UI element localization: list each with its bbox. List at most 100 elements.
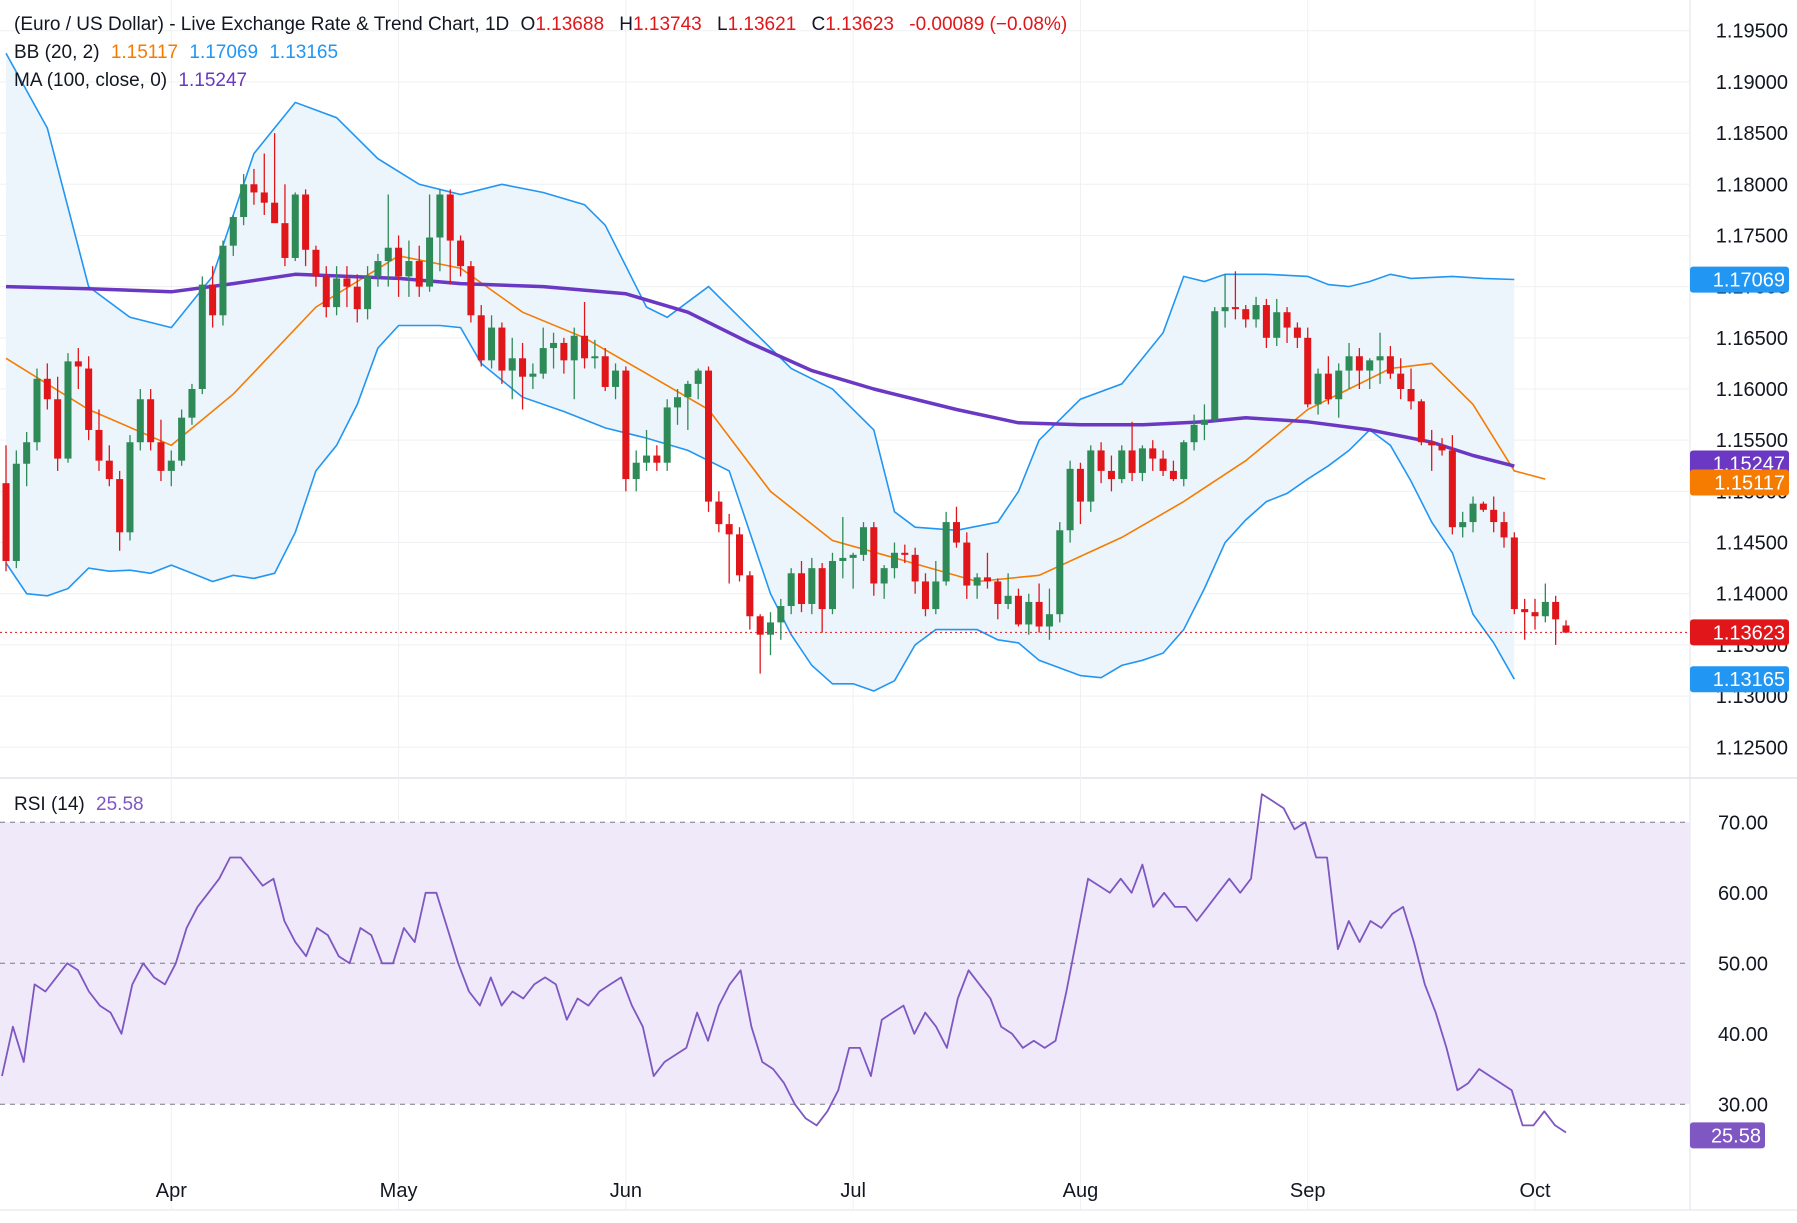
candle-body[interactable]: [715, 501, 723, 525]
candle-body[interactable]: [198, 284, 206, 389]
candle-body[interactable]: [1014, 595, 1022, 625]
candle-body[interactable]: [1159, 458, 1167, 471]
candle-body[interactable]: [994, 581, 1002, 604]
bollinger-lower-line[interactable]: [5, 324, 1515, 692]
rsi-line[interactable]: [1, 793, 1567, 1134]
candle-body[interactable]: [1314, 373, 1322, 405]
candle-body[interactable]: [839, 557, 847, 561]
candle-body[interactable]: [126, 442, 134, 533]
candle-body[interactable]: [746, 575, 754, 617]
bb-legend[interactable]: BB (20, 2) 1.15117 1.17069 1.13165: [14, 42, 344, 64]
candle-body[interactable]: [735, 534, 744, 576]
candle-body[interactable]: [508, 358, 516, 371]
candle-body[interactable]: [756, 616, 764, 635]
candle-body[interactable]: [85, 368, 93, 430]
candle-body[interactable]: [570, 335, 578, 361]
candle-body[interactable]: [1490, 509, 1498, 523]
candle-body[interactable]: [446, 194, 454, 241]
candle-body[interactable]: [1283, 312, 1291, 328]
candle-body[interactable]: [488, 327, 496, 361]
candle-body[interactable]: [343, 278, 351, 287]
candle-body[interactable]: [581, 335, 589, 359]
candle-body[interactable]: [1479, 503, 1487, 510]
candle-body[interactable]: [1366, 360, 1374, 371]
candle-body[interactable]: [1438, 445, 1446, 451]
candle-body[interactable]: [1355, 356, 1363, 371]
candle-body[interactable]: [1025, 601, 1033, 625]
candle-body[interactable]: [54, 399, 62, 459]
candle-body[interactable]: [167, 460, 175, 471]
candle-body[interactable]: [157, 442, 165, 471]
ma100-line[interactable]: [5, 272, 1515, 468]
candle-body[interactable]: [963, 542, 971, 586]
candle-body[interactable]: [643, 455, 651, 463]
rsi-legend[interactable]: RSI (14) 25.58: [14, 794, 150, 816]
candle-body[interactable]: [116, 479, 124, 533]
candle-body[interactable]: [271, 202, 279, 224]
candle-body[interactable]: [1211, 311, 1219, 420]
candle-body[interactable]: [1417, 401, 1425, 443]
candle-body[interactable]: [436, 194, 444, 238]
candle-body[interactable]: [395, 247, 403, 277]
candle-body[interactable]: [1531, 612, 1539, 617]
candle-body[interactable]: [901, 552, 909, 555]
candle-body[interactable]: [1386, 356, 1394, 374]
candle-body[interactable]: [498, 327, 506, 371]
candle-body[interactable]: [1252, 305, 1260, 320]
candle-body[interactable]: [973, 577, 981, 586]
candle-body[interactable]: [1521, 609, 1529, 613]
candle-body[interactable]: [787, 573, 795, 607]
candle-body[interactable]: [777, 606, 785, 623]
candle-body[interactable]: [684, 383, 692, 398]
candle-body[interactable]: [1128, 450, 1136, 473]
candle-body[interactable]: [1273, 312, 1281, 338]
candle-body[interactable]: [911, 554, 919, 582]
candle-body[interactable]: [1293, 327, 1301, 338]
candle-body[interactable]: [1118, 450, 1126, 480]
ma-legend[interactable]: MA (100, close, 0) 1.15247: [14, 70, 253, 92]
candle-body[interactable]: [281, 223, 289, 258]
candle-body[interactable]: [457, 240, 465, 267]
candle-body[interactable]: [302, 194, 310, 250]
candle-body[interactable]: [291, 194, 299, 258]
candle-body[interactable]: [209, 284, 217, 316]
candle-body[interactable]: [942, 522, 950, 582]
candle-body[interactable]: [1407, 389, 1415, 402]
candle-body[interactable]: [560, 342, 568, 361]
price-axis[interactable]: 1.125001.130001.135001.140001.145001.150…: [1690, 21, 1789, 760]
candle-body[interactable]: [322, 276, 330, 308]
candle-body[interactable]: [219, 245, 227, 316]
candle-body[interactable]: [591, 356, 599, 359]
candle-body[interactable]: [808, 568, 816, 604]
candle-body[interactable]: [1562, 625, 1570, 633]
candle-body[interactable]: [1097, 450, 1105, 471]
candle-body[interactable]: [1200, 419, 1208, 425]
candle-body[interactable]: [1541, 601, 1549, 617]
candle-body[interactable]: [1345, 356, 1353, 371]
candle-body[interactable]: [415, 261, 423, 287]
candle-body[interactable]: [1428, 442, 1436, 446]
candle-body[interactable]: [467, 266, 475, 316]
candle-body[interactable]: [859, 527, 867, 555]
candle-body[interactable]: [952, 522, 960, 543]
candle-body[interactable]: [1149, 448, 1157, 459]
candle-body[interactable]: [797, 573, 806, 604]
candle-body[interactable]: [384, 247, 392, 262]
candle-body[interactable]: [870, 527, 878, 584]
candle-body[interactable]: [1076, 468, 1084, 502]
candle-body[interactable]: [240, 184, 248, 218]
candle-body[interactable]: [849, 554, 857, 558]
candle-body[interactable]: [1242, 309, 1250, 320]
candle-body[interactable]: [1459, 522, 1467, 528]
candle-body[interactable]: [1376, 356, 1384, 361]
candle-body[interactable]: [250, 184, 258, 193]
candle-body[interactable]: [74, 361, 82, 367]
candle-body[interactable]: [1221, 307, 1229, 312]
candle-body[interactable]: [188, 389, 196, 418]
candle-body[interactable]: [95, 429, 103, 461]
candle-body[interactable]: [1035, 601, 1043, 627]
candle-body[interactable]: [1262, 305, 1270, 338]
price-pane[interactable]: [0, 52, 1690, 692]
candle-body[interactable]: [932, 581, 940, 610]
